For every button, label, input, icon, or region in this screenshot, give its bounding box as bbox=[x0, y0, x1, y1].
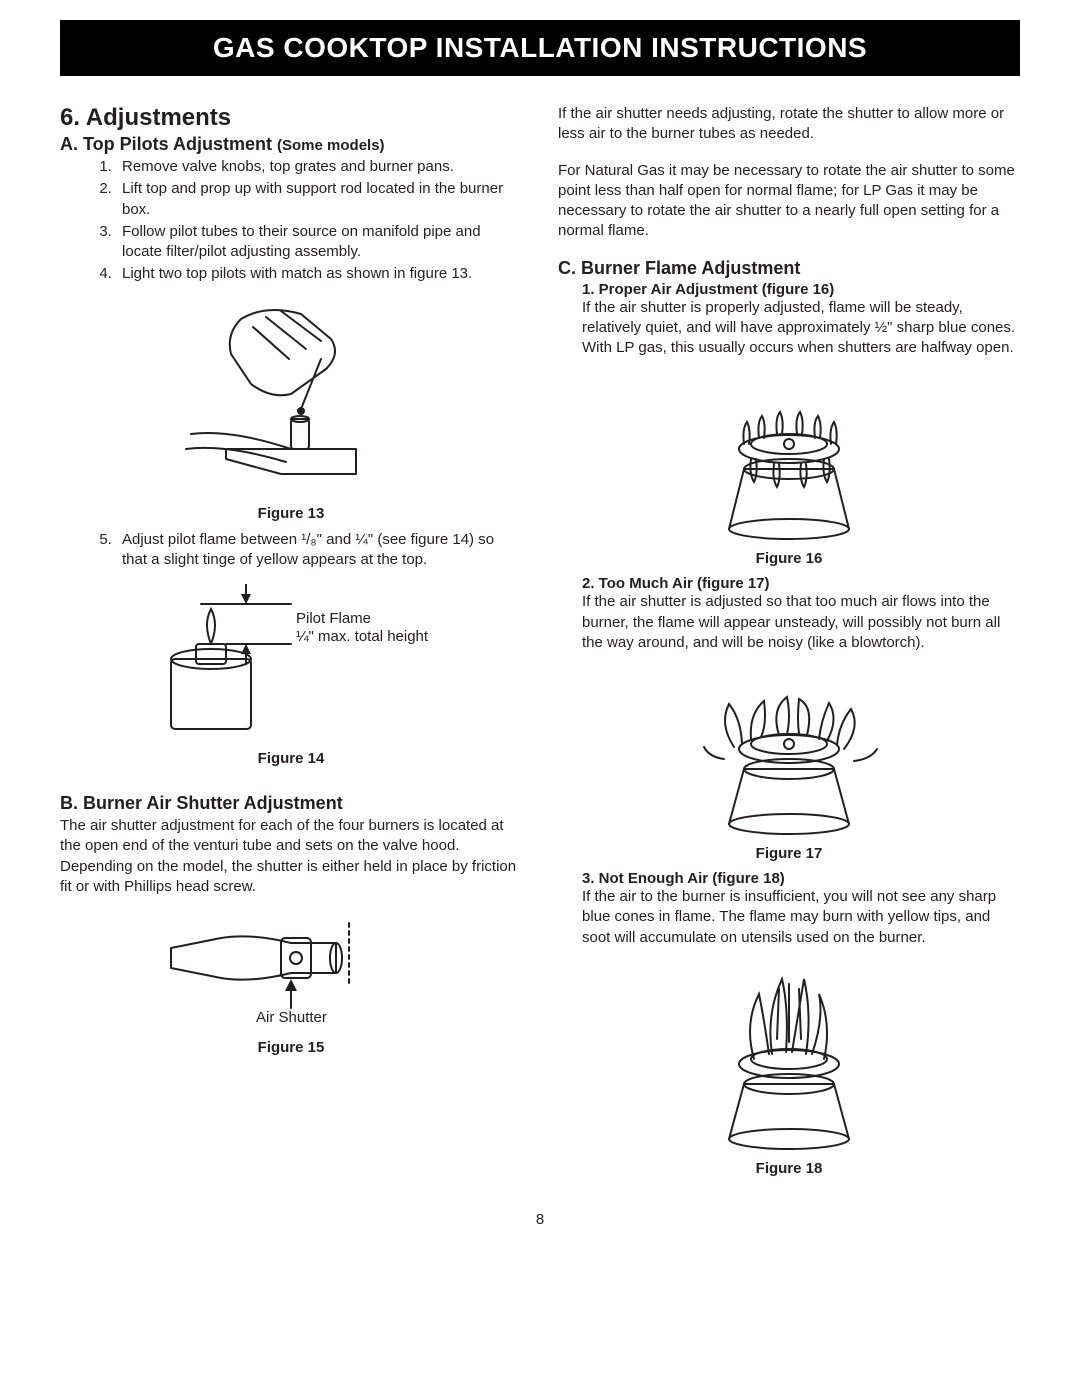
steps-list-a-cont: Adjust pilot flame between ¹/₈" and ¼" (… bbox=[60, 530, 522, 571]
figure-18-caption: Figure 18 bbox=[558, 1160, 1020, 1177]
subsection-b-heading: B. Burner Air Shutter Adjustment bbox=[60, 793, 522, 814]
list-item: Lift top and prop up with support rod lo… bbox=[116, 179, 518, 220]
subsection-c2: 2. Too Much Air (figure 17) If the air s… bbox=[558, 575, 1020, 653]
figure-15-labels: Air Shutter bbox=[161, 1005, 421, 1033]
two-column-layout: 6. Adjustments A. Top Pilots Adjustment … bbox=[60, 104, 1020, 1185]
figure-13-illustration bbox=[171, 299, 411, 499]
figure-15-caption: Figure 15 bbox=[60, 1039, 522, 1056]
right-column: If the air shutter needs adjusting, rota… bbox=[558, 104, 1020, 1185]
list-item: Remove valve knobs, top grates and burne… bbox=[116, 157, 518, 177]
list-item: Adjust pilot flame between ¹/₈" and ¼" (… bbox=[116, 530, 518, 571]
subsection-a-note: (Some models) bbox=[277, 137, 385, 154]
figure-15-label: Air Shutter bbox=[256, 1009, 327, 1026]
subsection-a-heading: A. Top Pilots Adjustment (Some models) bbox=[60, 134, 522, 155]
c3-body: If the air to the burner is insufficient… bbox=[582, 887, 1020, 948]
c2-title: 2. Too Much Air (figure 17) bbox=[582, 575, 1020, 592]
figure-14-labels: Pilot Flame ¼" max. total height bbox=[141, 584, 441, 744]
list-item: Follow pilot tubes to their source on ma… bbox=[116, 222, 518, 263]
left-column: 6. Adjustments A. Top Pilots Adjustment … bbox=[60, 104, 522, 1185]
right-intro-p1: If the air shutter needs adjusting, rota… bbox=[558, 104, 1020, 145]
figure-17-illustration bbox=[679, 669, 899, 839]
figure-18-illustration bbox=[684, 964, 894, 1154]
section-heading: 6. Adjustments bbox=[60, 104, 522, 132]
subsection-a-title: A. Top Pilots Adjustment bbox=[60, 134, 272, 154]
right-intro-p2: For Natural Gas it may be necessary to r… bbox=[558, 161, 1020, 242]
figure-16-illustration bbox=[679, 374, 899, 544]
list-item: Light two top pilots with match as shown… bbox=[116, 264, 518, 284]
subsection-b-body: The air shutter adjustment for each of t… bbox=[60, 816, 522, 897]
title-bar: GAS COOKTOP INSTALLATION INSTRUCTIONS bbox=[60, 20, 1020, 76]
steps-list-a: Remove valve knobs, top grates and burne… bbox=[60, 157, 522, 285]
page: GAS COOKTOP INSTALLATION INSTRUCTIONS 6.… bbox=[0, 0, 1080, 1268]
page-number: 8 bbox=[60, 1211, 1020, 1228]
figure-13-caption: Figure 13 bbox=[60, 505, 522, 522]
figure-14-caption: Figure 14 bbox=[60, 750, 522, 767]
figure-17-caption: Figure 17 bbox=[558, 845, 1020, 862]
subsection-c3: 3. Not Enough Air (figure 18) If the air… bbox=[558, 870, 1020, 948]
figure-14-label-line1: Pilot Flame bbox=[296, 610, 371, 627]
figure-16-caption: Figure 16 bbox=[558, 550, 1020, 567]
c1-title: 1. Proper Air Adjustment (figure 16) bbox=[582, 281, 1020, 298]
c1-body: If the air shutter is properly adjusted,… bbox=[582, 298, 1020, 359]
figure-14-label-line2: ¼" max. total height bbox=[296, 628, 428, 645]
c3-title: 3. Not Enough Air (figure 18) bbox=[582, 870, 1020, 887]
subsection-c1: 1. Proper Air Adjustment (figure 16) If … bbox=[558, 281, 1020, 359]
subsection-c-heading: C. Burner Flame Adjustment bbox=[558, 258, 1020, 279]
c2-body: If the air shutter is adjusted so that t… bbox=[582, 592, 1020, 653]
